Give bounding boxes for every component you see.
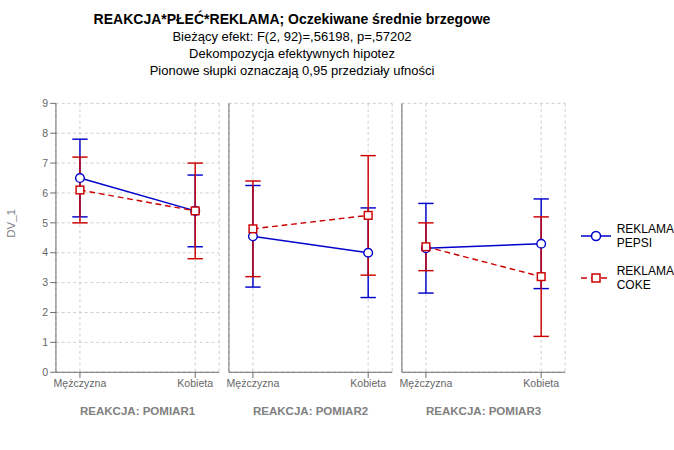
- svg-text:0: 0: [42, 366, 48, 378]
- html-text:PEPSI: PEPSI: [616, 236, 652, 250]
- svg-text:6: 6: [42, 187, 48, 199]
- html-text:REKLAMA: REKLAMA: [616, 264, 674, 278]
- svg-text:9: 9: [42, 97, 48, 109]
- svg-text:Kobieta: Kobieta: [177, 377, 213, 389]
- html-text:REKLAMA: REKLAMA: [616, 222, 674, 236]
- svg-text:2: 2: [42, 306, 48, 318]
- svg-text:7: 7: [42, 157, 48, 169]
- html-text:COKE: COKE: [616, 278, 651, 292]
- html-text:Pionowe słupki oznaczają 0,95: Pionowe słupki oznaczają 0,95 przedziały…: [149, 63, 435, 78]
- svg-text:Mężczyzna: Mężczyzna: [54, 377, 107, 389]
- svg-text:Kobieta: Kobieta: [350, 377, 386, 389]
- svg-text:DV_1: DV_1: [8, 209, 17, 238]
- svg-text:REAKCJA: POMIAR3: REAKCJA: POMIAR3: [426, 405, 541, 417]
- svg-text:4: 4: [42, 246, 48, 258]
- svg-text:REAKCJA: POMIAR2: REAKCJA: POMIAR2: [253, 405, 368, 417]
- svg-text:Kobieta: Kobieta: [523, 377, 559, 389]
- svg-text:1: 1: [42, 336, 48, 348]
- svg-text:Mężczyzna: Mężczyzna: [227, 377, 279, 389]
- html-text:REAKCJA*PŁEĆ*REKLAMA; Oczekiwa: REAKCJA*PŁEĆ*REKLAMA; Oczekiwane średnie…: [93, 11, 491, 27]
- svg-text:Mężczyzna: Mężczyzna: [400, 377, 452, 389]
- html-text:Bieżący efekt: F(2, 92)=,56198: Bieżący efekt: F(2, 92)=,56198, p=,57202: [172, 29, 412, 44]
- svg-text:REAKCJA: POMIAR1: REAKCJA: POMIAR1: [80, 405, 196, 417]
- svg-text:5: 5: [42, 217, 48, 229]
- svg-text:3: 3: [42, 276, 48, 288]
- svg-text:8: 8: [42, 127, 48, 139]
- html-text:Dekompozycja efektywnych hipot: Dekompozycja efektywnych hipotez: [189, 46, 395, 61]
